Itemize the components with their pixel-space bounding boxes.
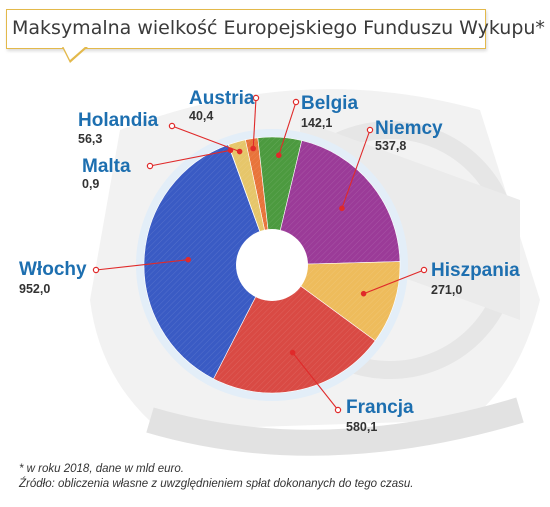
- label-niemcy-value: 537,8: [375, 139, 406, 153]
- donut-hole: [236, 229, 308, 301]
- label-wlochy-name: Włochy: [19, 259, 87, 280]
- label-niemcy-name: Niemcy: [375, 118, 443, 139]
- label-austria-value: 40,4: [189, 109, 213, 123]
- leader-inner-dot-francja: [289, 349, 296, 356]
- title-box: [6, 9, 486, 49]
- leader-line-niemcy: [341, 129, 371, 209]
- slice-labels: Austria 40,4 Belgia 142,1 Niemcy 537,8 H…: [19, 88, 520, 434]
- leader-line-austria: [252, 97, 257, 149]
- leader-end-dot-francja: [334, 406, 342, 414]
- leader-inner-dot-wlochy: [185, 256, 191, 263]
- leader-end-dot-austria: [252, 94, 260, 102]
- label-belgia-value: 142,1: [301, 116, 332, 130]
- leader-inner-dot-holandia: [236, 148, 243, 155]
- leader-line-wlochy: [95, 259, 189, 271]
- label-wlochy-value: 952,0: [19, 282, 50, 296]
- footnote-source: Źródło: obliczenia własne z uwzględnieni…: [19, 478, 414, 490]
- leader-end-dot-wlochy: [92, 266, 100, 274]
- leader-lines: [92, 94, 428, 414]
- label-malta-value: 0,9: [82, 177, 99, 191]
- title-tail-inner: [63, 46, 86, 60]
- leader-line-malta: [149, 149, 231, 167]
- leader-inner-dot-hiszpania: [360, 290, 367, 297]
- leader-line-francja: [292, 352, 339, 411]
- leader-end-dot-hiszpania: [420, 266, 428, 274]
- pie-chart: Austria 40,4 Belgia 142,1 Niemcy 537,8 H…: [19, 88, 520, 434]
- footnote-note: * w roku 2018, dane w mld euro.: [19, 463, 184, 475]
- leader-inner-dot-belgia: [276, 152, 282, 159]
- leader-end-dot-belgia: [292, 98, 300, 106]
- leader-end-dot-holandia: [168, 122, 176, 130]
- label-belgia-name: Belgia: [301, 93, 358, 114]
- label-hiszpania-name: Hiszpania: [431, 260, 520, 281]
- footnote: * w roku 2018, dane w mld euro. Źródło: …: [19, 462, 413, 492]
- label-francja-value: 580,1: [346, 420, 377, 434]
- label-hiszpania-value: 271,0: [431, 283, 462, 297]
- label-holandia-name: Holandia: [78, 110, 159, 131]
- leader-line-hiszpania: [363, 269, 425, 295]
- label-francja-name: Francja: [346, 397, 414, 418]
- leader-end-dot-niemcy: [366, 126, 374, 134]
- leader-inner-dot-niemcy: [339, 205, 345, 212]
- label-malta-name: Malta: [82, 156, 131, 177]
- slice-texture-niemcy: [272, 140, 400, 265]
- pie-slices: [143, 136, 401, 394]
- leader-line-belgia: [278, 101, 297, 156]
- leader-line-holandia: [171, 125, 240, 153]
- chart-title: Maksymalna wielkość Europejskiego Fundus…: [12, 17, 545, 39]
- leader-inner-dot-austria: [250, 145, 256, 152]
- label-holandia-value: 56,3: [78, 132, 102, 146]
- leader-end-dot-malta: [146, 162, 154, 170]
- label-austria-name: Austria: [189, 88, 255, 109]
- slice-texture-francja: [213, 265, 376, 393]
- slice-texture-wlochy: [143, 144, 272, 379]
